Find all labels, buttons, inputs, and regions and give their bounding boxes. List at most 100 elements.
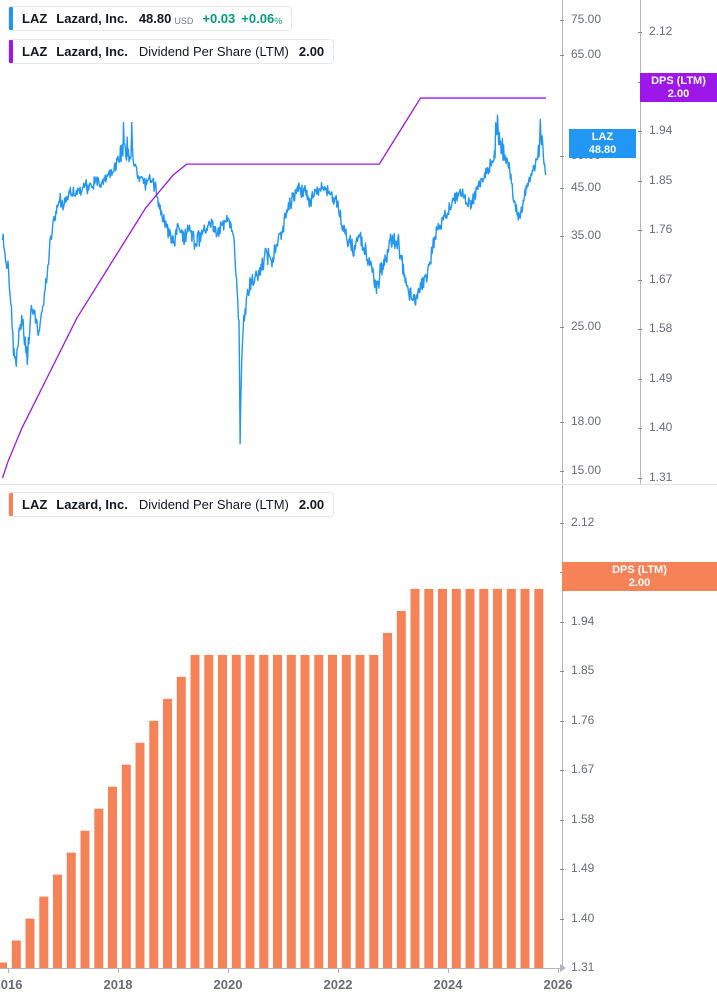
price-axis-label: 75.00 <box>571 12 601 26</box>
dps-axis-tick-bottom <box>560 721 564 722</box>
x-axis-label[interactable]: 2020 <box>200 977 256 992</box>
x-axis-label[interactable]: 2018 <box>90 977 146 992</box>
price-axis-label: 18.00 <box>571 414 601 428</box>
price-axis-tick <box>560 236 564 237</box>
legend-price-company: Lazard, Inc. <box>56 11 128 26</box>
legend-dps-bottom-metric: Dividend Per Share (LTM) <box>139 497 289 512</box>
dps-bar[interactable] <box>177 677 186 968</box>
dps-bar[interactable] <box>246 655 255 968</box>
dps-bar[interactable] <box>136 743 145 968</box>
price-axis-label: 35.00 <box>571 228 601 242</box>
dps-bar[interactable] <box>479 589 488 968</box>
dps-bar[interactable] <box>191 655 200 968</box>
x-axis-tick <box>448 968 449 973</box>
x-axis-label[interactable]: 2026 <box>530 977 586 992</box>
dps-bar[interactable] <box>411 589 420 968</box>
dps-bar[interactable] <box>466 589 475 968</box>
dps-bar[interactable] <box>424 589 433 968</box>
dps-bar[interactable] <box>218 655 227 968</box>
price-axis-tick <box>560 422 564 423</box>
price-axis-rail-bottom[interactable] <box>562 485 563 969</box>
dps-bar-chart-svg <box>0 485 562 969</box>
x-axis-line[interactable] <box>0 968 562 969</box>
legend-price-pct-sign: % <box>274 16 282 26</box>
dps-bar[interactable] <box>12 941 21 969</box>
price-axis-rail[interactable] <box>562 0 563 484</box>
legend-dps-top-ticker: LAZ <box>22 44 47 59</box>
legend-price-ticker: LAZ <box>22 11 47 26</box>
dps-bar[interactable] <box>287 655 296 968</box>
dps-bar[interactable] <box>356 655 365 968</box>
legend-dps-top[interactable]: LAZ Lazard, Inc. Dividend Per Share (LTM… <box>8 39 334 64</box>
chart-page: 75.0065.0055.0045.0035.0025.0018.0015.00… <box>0 0 717 1005</box>
x-axis-arrow <box>560 964 566 972</box>
dps-bar[interactable] <box>122 765 131 968</box>
dps-bar[interactable] <box>81 831 90 968</box>
price-chart-svg <box>0 0 562 484</box>
dps-bar[interactable] <box>342 655 351 968</box>
x-axis-label[interactable]: 2016 <box>0 977 36 992</box>
dps-badge-bottom[interactable]: DPS (LTM) 2.00 <box>562 562 717 591</box>
x-axis-label[interactable]: 2022 <box>310 977 366 992</box>
legend-price-unit: USD <box>174 16 193 26</box>
legend-dps-bottom[interactable]: LAZ Lazard, Inc. Dividend Per Share (LTM… <box>8 492 334 517</box>
dps-bar[interactable] <box>452 589 461 968</box>
dps-bar[interactable] <box>204 655 213 968</box>
dps-axis-label-bottom: 1.31 <box>571 960 594 974</box>
dps-badge-top[interactable]: DPS (LTM) 2.00 <box>640 73 717 102</box>
dps-bar[interactable] <box>397 611 406 968</box>
dps-badge-top-label: DPS (LTM) <box>640 75 717 88</box>
dps-bar[interactable] <box>94 809 103 968</box>
dps-bar[interactable] <box>314 655 323 968</box>
price-axis-tick <box>560 55 564 56</box>
dps-axis-tick-bottom <box>560 523 564 524</box>
dps-bar[interactable] <box>328 655 337 968</box>
price-badge-label: LAZ <box>569 131 636 144</box>
dps-axis-label-top: 1.58 <box>649 321 672 335</box>
price-chart-panel[interactable] <box>0 0 562 484</box>
price-badge-laz[interactable]: LAZ 48.80 <box>569 129 636 158</box>
dps-axis-tick-top <box>638 428 642 429</box>
dps-bar[interactable] <box>53 875 62 968</box>
price-axis-label: 15.00 <box>571 463 601 477</box>
dps-axis-tick-top <box>638 379 642 380</box>
dps-bar[interactable] <box>163 699 172 968</box>
dps-axis-label-bottom: 1.85 <box>571 663 594 677</box>
price-axis-tick <box>560 471 564 472</box>
dps-bar[interactable] <box>149 721 158 968</box>
x-axis-tick <box>338 968 339 973</box>
dps-bar[interactable] <box>369 655 378 968</box>
legend-price[interactable]: LAZ Lazard, Inc. 48.80 USD +0.03 +0.06 % <box>8 6 292 31</box>
dps-bar[interactable] <box>259 655 268 968</box>
dps-axis-label-top: 1.94 <box>649 123 672 137</box>
dps-axis-label-bottom: 1.40 <box>571 911 594 925</box>
dps-bar[interactable] <box>438 589 447 968</box>
dps-bar-chart-panel[interactable] <box>0 485 562 969</box>
dps-bar[interactable] <box>301 655 310 968</box>
dps-axis-label-top: 1.85 <box>649 173 672 187</box>
dps-axis-tick-bottom <box>560 770 564 771</box>
dps-bar[interactable] <box>39 897 48 968</box>
dps-bar[interactable] <box>232 655 241 968</box>
dps-bar[interactable] <box>67 853 76 968</box>
dps-bar[interactable] <box>493 589 502 968</box>
legend-dps-bottom-company: Lazard, Inc. <box>56 497 128 512</box>
dps-bar[interactable] <box>534 589 543 968</box>
dps-badge-bottom-label: DPS (LTM) <box>562 564 717 577</box>
dps-axis-tick-top <box>638 329 642 330</box>
dps-axis-tick-bottom <box>560 919 564 920</box>
dps-bar[interactable] <box>383 633 392 968</box>
dps-axis-tick-top <box>638 478 642 479</box>
price-axis-tick <box>560 188 564 189</box>
price-axis-label: 65.00 <box>571 47 601 61</box>
dps-bar[interactable] <box>108 787 117 968</box>
x-axis-label[interactable]: 2024 <box>420 977 476 992</box>
legend-dps-bottom-swatch <box>9 493 13 516</box>
dps-bar[interactable] <box>507 589 516 968</box>
dps-axis-tick-top <box>638 32 642 33</box>
dps-bar[interactable] <box>26 919 35 968</box>
dps-axis-label-bottom: 1.67 <box>571 762 594 776</box>
dps-axis-tick-bottom <box>560 820 564 821</box>
dps-bar[interactable] <box>273 655 282 968</box>
dps-bar[interactable] <box>521 589 530 968</box>
